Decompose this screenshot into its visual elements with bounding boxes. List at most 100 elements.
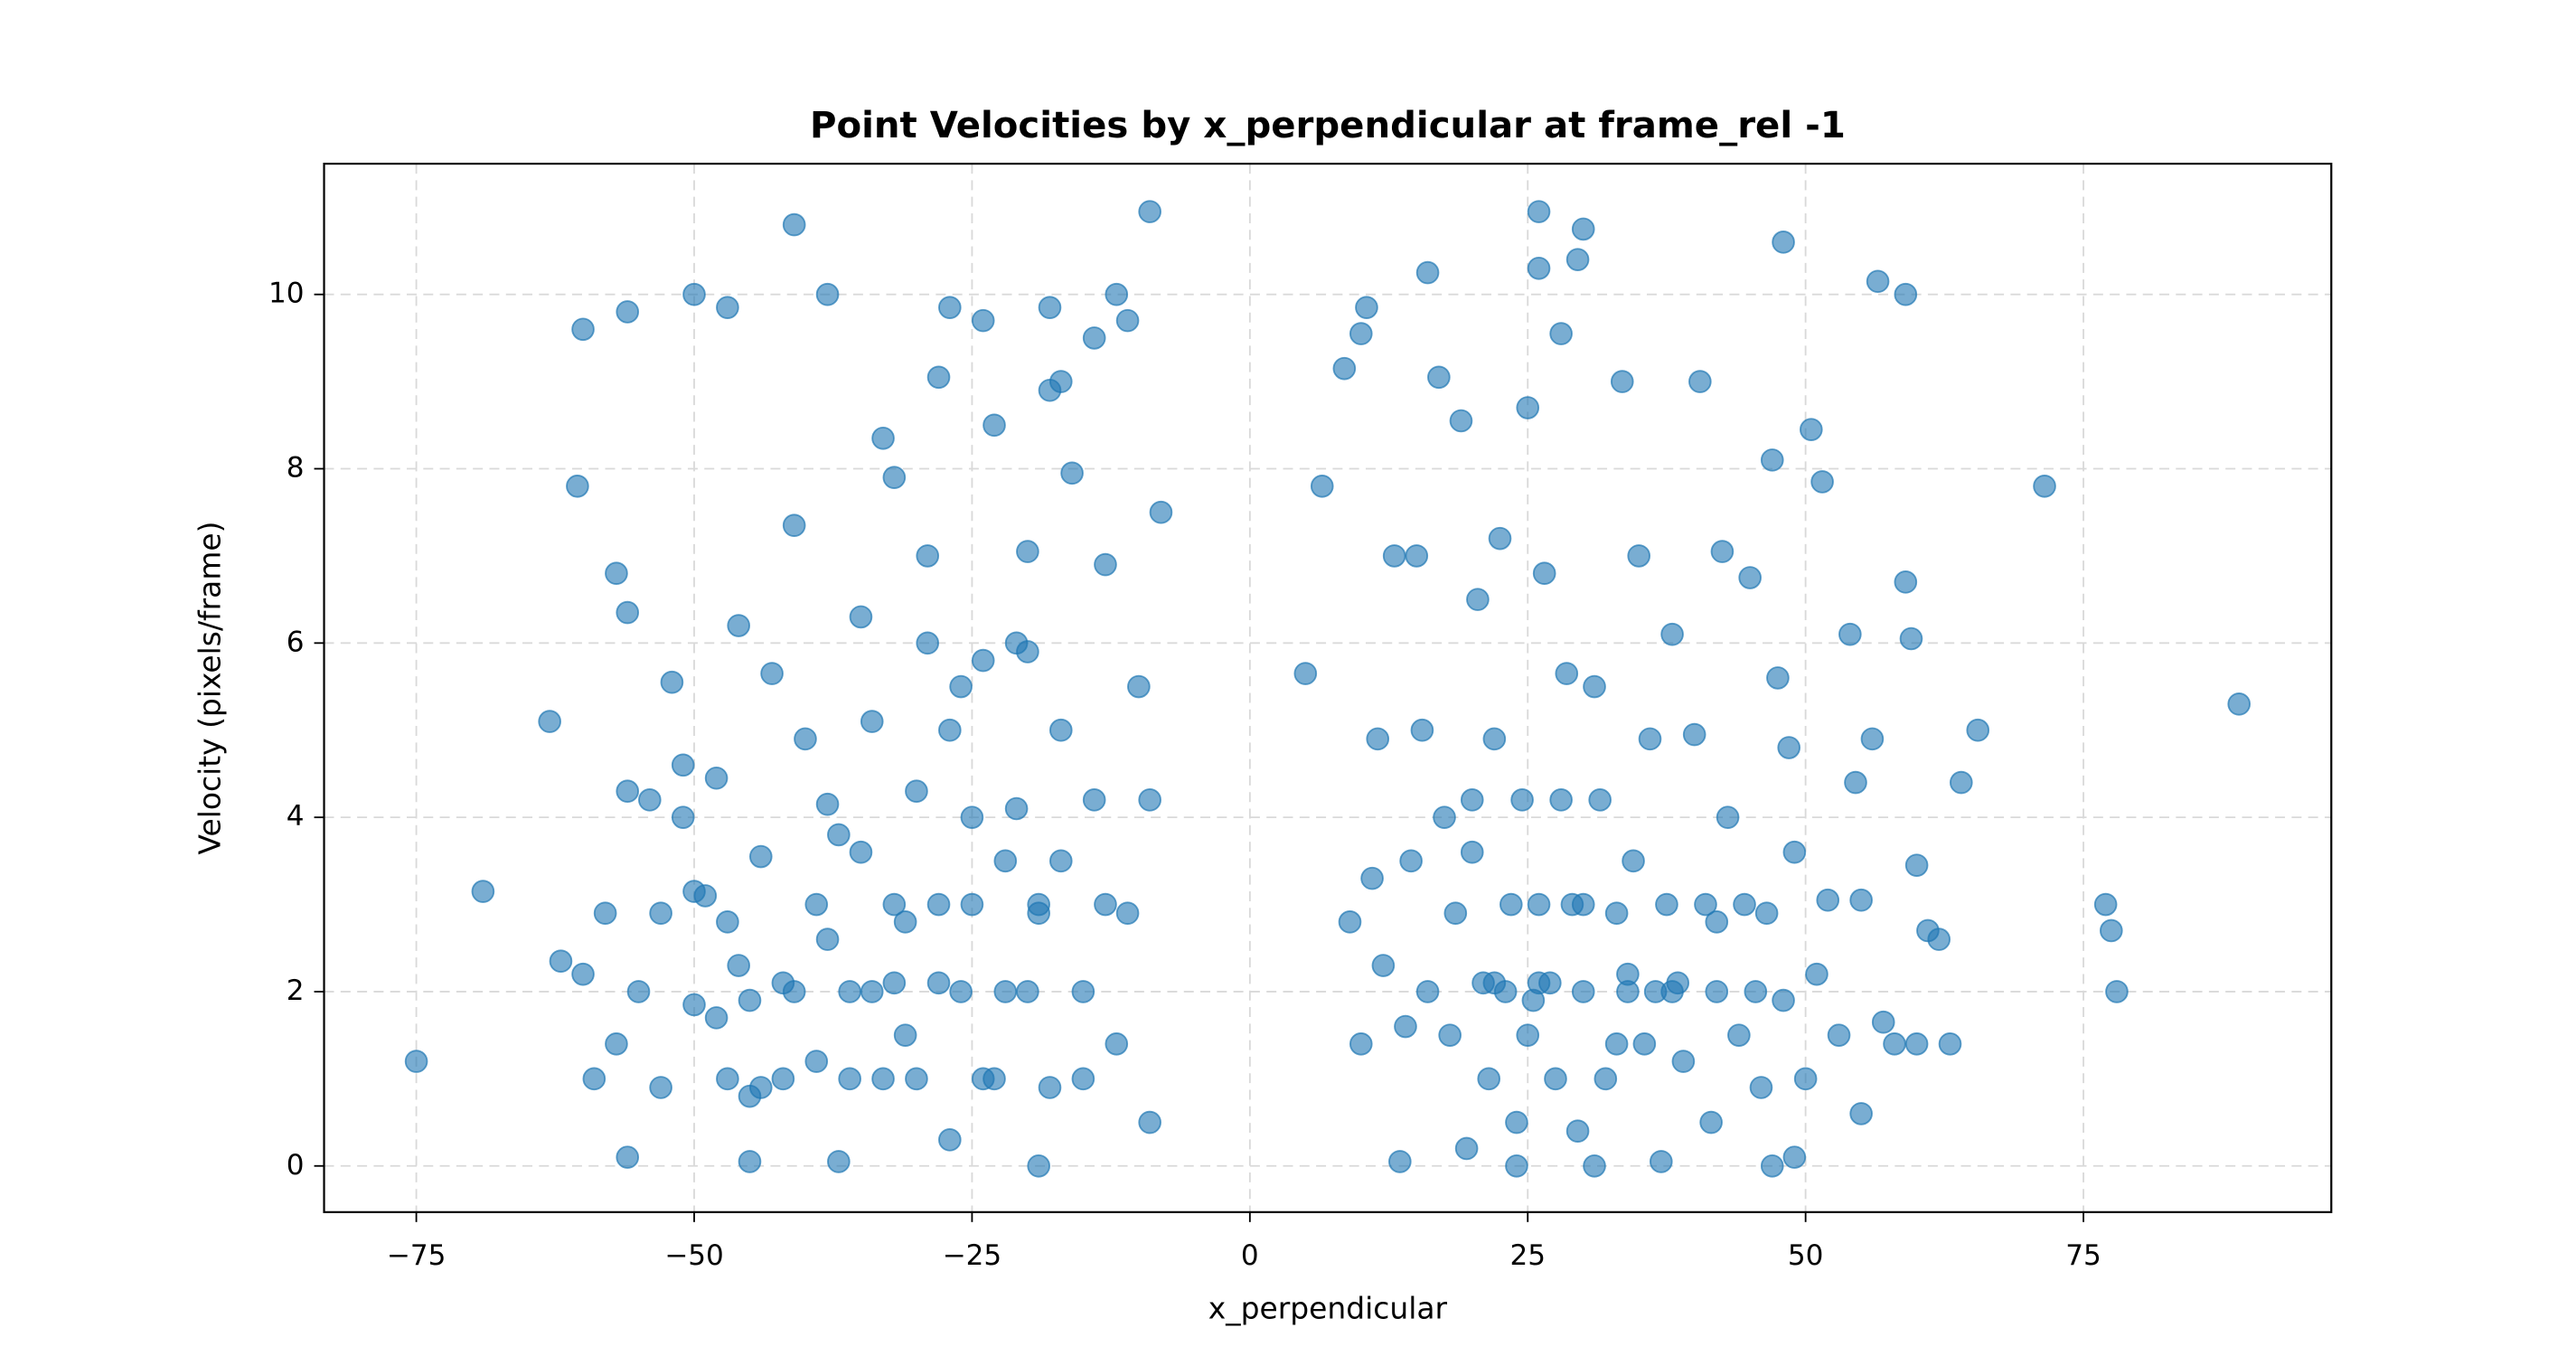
point: [1849, 888, 1873, 912]
point: [682, 993, 706, 1017]
point: [916, 631, 940, 655]
point: [1510, 788, 1534, 812]
point: [1371, 954, 1396, 977]
point: [571, 317, 595, 342]
point: [1883, 1031, 1906, 1056]
point: [738, 988, 762, 1012]
chart-title: Point Velocities by x_perpendicular at f…: [810, 105, 1846, 146]
point: [2105, 980, 2129, 1003]
point: [1927, 928, 1951, 951]
point: [1138, 788, 1161, 812]
point: [1660, 980, 1684, 1003]
point: [1038, 296, 1062, 319]
point: [938, 296, 962, 319]
point: [1449, 409, 1473, 433]
point: [871, 1067, 895, 1091]
point: [1138, 200, 1161, 223]
point: [1604, 901, 1629, 925]
point: [1048, 370, 1073, 393]
plot-frame: [323, 163, 2333, 1213]
point: [815, 282, 840, 306]
point: [1127, 674, 1151, 699]
point: [1399, 849, 1423, 873]
point: [815, 928, 840, 951]
point: [571, 962, 595, 986]
point: [1027, 892, 1051, 917]
point: [1482, 971, 1507, 995]
point: [993, 849, 1018, 873]
point: [1716, 805, 1740, 829]
x-tick-label: 25: [1509, 1239, 1546, 1272]
point: [1038, 1076, 1062, 1099]
point: [616, 779, 640, 804]
point: [882, 971, 907, 995]
point: [1555, 662, 1579, 685]
x-tick-label: −50: [664, 1239, 724, 1272]
point: [748, 1076, 773, 1099]
point: [1366, 727, 1390, 751]
point: [871, 426, 895, 450]
point: [1727, 1023, 1751, 1047]
point: [982, 1067, 1006, 1091]
point: [1293, 662, 1318, 685]
point: [1482, 727, 1507, 751]
point: [1415, 980, 1440, 1003]
point: [949, 980, 973, 1003]
point: [738, 1150, 762, 1173]
grid: [324, 164, 2332, 1212]
point: [1405, 544, 1429, 568]
point: [1082, 326, 1106, 350]
point: [1394, 1014, 1417, 1039]
point: [849, 605, 873, 629]
point: [838, 980, 861, 1003]
point: [1115, 901, 1140, 925]
x-tick-label: −75: [387, 1239, 447, 1272]
point: [1565, 248, 1590, 271]
point: [727, 954, 750, 977]
point: [1938, 1031, 1962, 1056]
point: [827, 1150, 851, 1173]
point: [616, 600, 640, 625]
point: [1027, 1154, 1051, 1178]
y-tick-label: 4: [287, 800, 305, 833]
y-axis-label: Velocity (pixels/frame): [193, 522, 228, 855]
point: [905, 779, 928, 804]
point: [1332, 356, 1357, 381]
point: [616, 1145, 640, 1169]
point: [626, 980, 651, 1003]
point: [782, 513, 806, 537]
point: [1899, 626, 1923, 651]
point: [893, 1023, 917, 1047]
point: [727, 614, 750, 637]
point: [1438, 1023, 1462, 1047]
point: [1048, 718, 1073, 742]
point: [2227, 692, 2252, 716]
point: [716, 910, 739, 934]
point: [616, 300, 640, 324]
point: [926, 892, 951, 917]
point: [1688, 370, 1712, 393]
point: [1805, 962, 1829, 986]
point: [1571, 892, 1595, 917]
point: [1871, 1010, 1895, 1034]
point: [1772, 988, 1795, 1012]
point: [1082, 788, 1106, 812]
point: [1760, 448, 1784, 472]
point: [1682, 722, 1706, 747]
point: [838, 1067, 861, 1091]
point: [1733, 892, 1756, 917]
point: [748, 844, 773, 869]
point: [1894, 570, 1918, 594]
point: [1527, 256, 1551, 280]
point: [1904, 853, 1929, 877]
point: [1660, 622, 1684, 646]
point: [593, 901, 617, 925]
point: [1499, 892, 1523, 917]
points: [404, 200, 2252, 1178]
point: [1355, 296, 1378, 319]
point: [1754, 901, 1779, 925]
point: [1004, 796, 1029, 821]
point: [2033, 474, 2056, 498]
point: [1949, 770, 1973, 795]
